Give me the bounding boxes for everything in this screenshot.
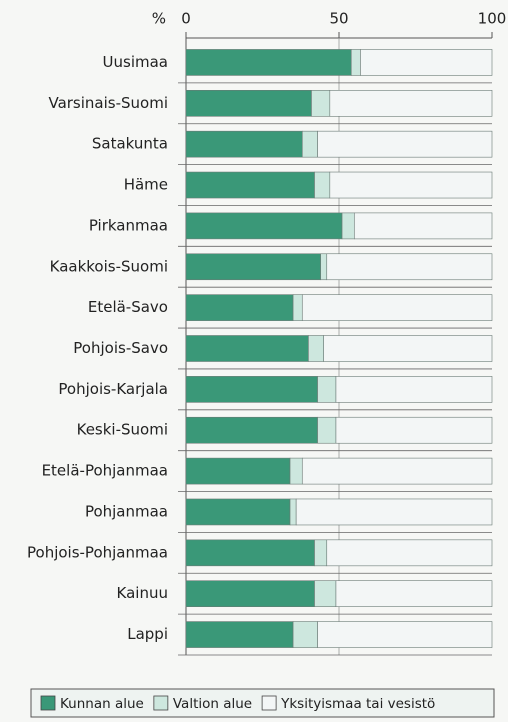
legend-swatch <box>40 695 56 711</box>
bar-segment <box>185 49 352 76</box>
bar-segment <box>335 416 493 444</box>
bar-segment <box>317 621 493 648</box>
y-tick-label: Varsinais-Suomi <box>48 94 168 112</box>
bar-segment <box>326 253 493 281</box>
y-tick-label: Kaakkois-Suomi <box>50 257 168 275</box>
y-tick-label: Pohjois-Savo <box>73 339 168 357</box>
x-tick-label: 100 <box>478 10 507 28</box>
bar-segment <box>289 498 297 526</box>
bar-segment <box>185 498 291 526</box>
legend-swatch <box>261 695 277 711</box>
bar-segment <box>317 130 493 158</box>
y-tick-label: Keski-Suomi <box>77 421 168 439</box>
bar-segment <box>185 621 294 648</box>
y-tick-label: Kainuu <box>117 584 168 602</box>
bar-segment <box>314 171 331 199</box>
bar-segment <box>295 498 493 526</box>
bar-segment <box>301 294 493 321</box>
bar-segment <box>350 49 361 76</box>
bar-segment <box>314 580 337 608</box>
bar-segment <box>185 212 343 240</box>
bar-segment <box>335 376 493 403</box>
bar-segment <box>335 580 493 608</box>
bar-segment <box>301 130 318 158</box>
bar-segment <box>317 416 337 444</box>
bar-segment <box>185 416 318 444</box>
y-tick-label: Satakunta <box>92 135 168 153</box>
bar-segment <box>323 335 493 362</box>
bar-segment <box>314 539 328 567</box>
y-tick-label: Lappi <box>127 625 168 643</box>
bar-segment <box>185 130 303 158</box>
y-tick-label: Pohjois-Karjala <box>58 380 168 398</box>
legend-label: Yksityismaa tai vesistö <box>280 696 435 712</box>
legend-label: Kunnan alue <box>60 696 144 712</box>
bar-segment <box>329 171 493 199</box>
x-tick-label: 50 <box>329 10 348 28</box>
bar-segment <box>341 212 355 240</box>
bar-segment <box>185 335 309 362</box>
bar-segment <box>185 90 312 117</box>
bar-segment <box>292 621 318 648</box>
x-tick-label: 0 <box>181 10 191 28</box>
y-tick-label: Pohjanmaa <box>85 502 168 520</box>
bar-segment <box>353 212 493 240</box>
bar-segment <box>185 294 294 321</box>
bar-segment <box>326 539 493 567</box>
legend-label: Valtion alue <box>173 696 252 712</box>
bar-segment <box>308 335 324 362</box>
y-tick-label: Etelä-Savo <box>88 298 168 316</box>
bar-segment <box>301 457 493 485</box>
bar-segment <box>292 294 303 321</box>
y-tick-label: Etelä-Pohjanmaa <box>42 462 168 480</box>
bar-segment <box>185 376 318 403</box>
bar-segment <box>360 49 493 76</box>
bar-segment <box>317 376 337 403</box>
bar-segment <box>320 253 328 281</box>
bar-segment <box>185 457 291 485</box>
y-tick-label: Pohjois-Pohjanmaa <box>27 543 168 561</box>
bar-segment <box>329 90 493 117</box>
bar-segment <box>185 539 315 567</box>
bar-segment <box>185 253 321 281</box>
y-tick-label: Häme <box>124 176 168 194</box>
y-tick-label: Uusimaa <box>103 53 168 71</box>
y-tick-label: Pirkanmaa <box>89 216 168 234</box>
bar-segment <box>185 171 315 199</box>
legend-swatch <box>153 695 169 711</box>
bar-segment <box>311 90 331 117</box>
bar-segment <box>185 580 315 608</box>
bar-segment <box>289 457 303 485</box>
axis-unit: % <box>152 10 166 28</box>
